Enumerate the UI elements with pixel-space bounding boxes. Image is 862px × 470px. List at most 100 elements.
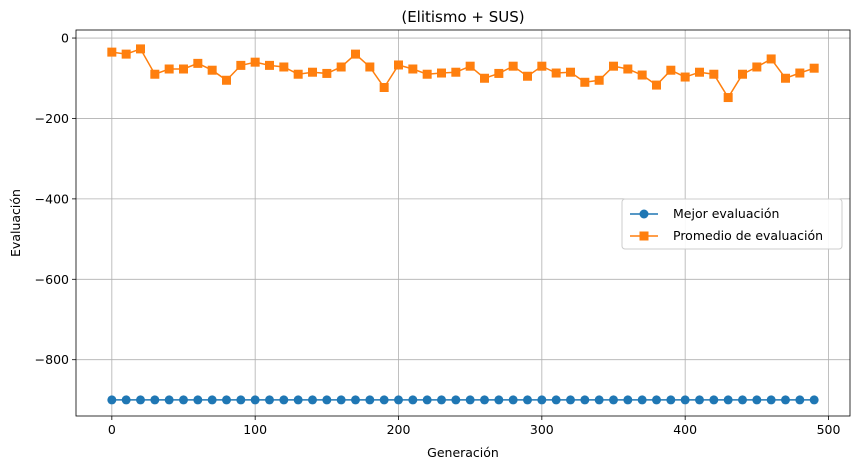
data-point bbox=[680, 72, 690, 82]
data-point bbox=[351, 49, 360, 59]
data-point bbox=[738, 395, 747, 405]
x-tick-label: 300 bbox=[530, 422, 554, 437]
data-point bbox=[723, 93, 733, 103]
data-point bbox=[336, 395, 346, 405]
data-point bbox=[609, 61, 618, 71]
data-point bbox=[408, 395, 418, 405]
data-point bbox=[136, 395, 145, 405]
data-point bbox=[394, 60, 403, 70]
data-point bbox=[551, 395, 561, 405]
data-point bbox=[623, 395, 633, 405]
data-point bbox=[480, 73, 489, 83]
data-point bbox=[523, 395, 532, 405]
data-point bbox=[695, 67, 704, 77]
y-tick-label: −200 bbox=[35, 111, 69, 126]
data-point bbox=[222, 395, 231, 405]
data-point bbox=[451, 395, 461, 405]
y-tick-label: −600 bbox=[35, 272, 69, 287]
data-point bbox=[537, 395, 547, 405]
data-point bbox=[207, 395, 217, 405]
y-tick-label: −400 bbox=[35, 191, 69, 206]
data-point bbox=[795, 68, 805, 78]
data-point bbox=[494, 395, 504, 405]
data-point bbox=[236, 395, 246, 405]
y-axis-label: Evaluación bbox=[8, 189, 23, 257]
data-point bbox=[279, 62, 289, 72]
legend-label-mejor: Mejor evaluación bbox=[673, 206, 779, 221]
data-point bbox=[637, 395, 647, 405]
data-point bbox=[422, 69, 432, 79]
data-point bbox=[680, 395, 690, 405]
data-point bbox=[351, 395, 360, 405]
data-point bbox=[523, 71, 532, 81]
axis-ticks: 0 100 200 300 400 500 −800 −600 −400 −200 0 bbox=[35, 31, 841, 437]
data-point bbox=[738, 69, 747, 79]
data-point bbox=[709, 395, 719, 405]
data-point bbox=[179, 395, 188, 405]
data-point bbox=[322, 395, 332, 405]
data-point bbox=[494, 68, 504, 78]
legend: Mejor evaluación Promedio de evaluación bbox=[621, 198, 843, 250]
data-point bbox=[451, 67, 461, 77]
data-point bbox=[752, 62, 762, 72]
x-tick-label: 0 bbox=[108, 422, 116, 437]
series-1 bbox=[107, 44, 819, 103]
data-point bbox=[652, 395, 661, 405]
data-point bbox=[336, 62, 346, 72]
series-0 bbox=[107, 395, 819, 405]
data-point bbox=[422, 395, 432, 405]
data-point bbox=[236, 60, 246, 70]
data-point bbox=[752, 395, 762, 405]
data-point bbox=[695, 395, 704, 405]
data-point bbox=[781, 73, 790, 83]
data-point bbox=[121, 395, 131, 405]
data-point bbox=[365, 62, 375, 72]
y-tick-label: −800 bbox=[35, 352, 69, 367]
data-point bbox=[480, 395, 489, 405]
data-point bbox=[809, 63, 819, 73]
x-axis-label: Generación bbox=[427, 445, 499, 460]
data-point bbox=[666, 65, 676, 75]
data-point bbox=[437, 395, 446, 405]
data-point bbox=[164, 395, 174, 405]
grid bbox=[76, 30, 850, 416]
data-point bbox=[279, 395, 289, 405]
data-point bbox=[437, 68, 446, 78]
data-point bbox=[766, 54, 776, 64]
data-point bbox=[594, 75, 604, 85]
data-point bbox=[623, 64, 633, 74]
data-point bbox=[308, 67, 317, 77]
data-point bbox=[594, 395, 604, 405]
data-point bbox=[150, 69, 160, 79]
data-point bbox=[580, 395, 590, 405]
data-point bbox=[107, 47, 117, 57]
data-point bbox=[293, 395, 303, 405]
data-point bbox=[379, 395, 389, 405]
data-point bbox=[164, 64, 174, 74]
data-point bbox=[193, 58, 203, 68]
data-point bbox=[537, 61, 547, 71]
legend-label-promedio: Promedio de evaluación bbox=[673, 228, 823, 243]
data-point bbox=[508, 61, 518, 71]
data-point bbox=[379, 82, 389, 92]
data-point bbox=[508, 395, 518, 405]
data-point bbox=[121, 49, 131, 59]
data-point bbox=[652, 80, 661, 90]
data-point bbox=[809, 395, 819, 405]
data-point bbox=[193, 395, 203, 405]
data-point bbox=[150, 395, 160, 405]
data-point bbox=[250, 395, 260, 405]
data-point bbox=[207, 65, 217, 75]
data-point bbox=[293, 69, 303, 79]
y-tick-label: 0 bbox=[61, 31, 69, 46]
data-point bbox=[308, 395, 317, 405]
data-point bbox=[580, 77, 590, 87]
legend-marker-promedio bbox=[639, 231, 649, 241]
legend-marker-mejor bbox=[639, 209, 649, 219]
data-point bbox=[394, 395, 403, 405]
data-point bbox=[609, 395, 618, 405]
data-point bbox=[566, 395, 575, 405]
data-point bbox=[222, 75, 231, 85]
data-point bbox=[136, 44, 145, 54]
data-point bbox=[265, 395, 274, 405]
